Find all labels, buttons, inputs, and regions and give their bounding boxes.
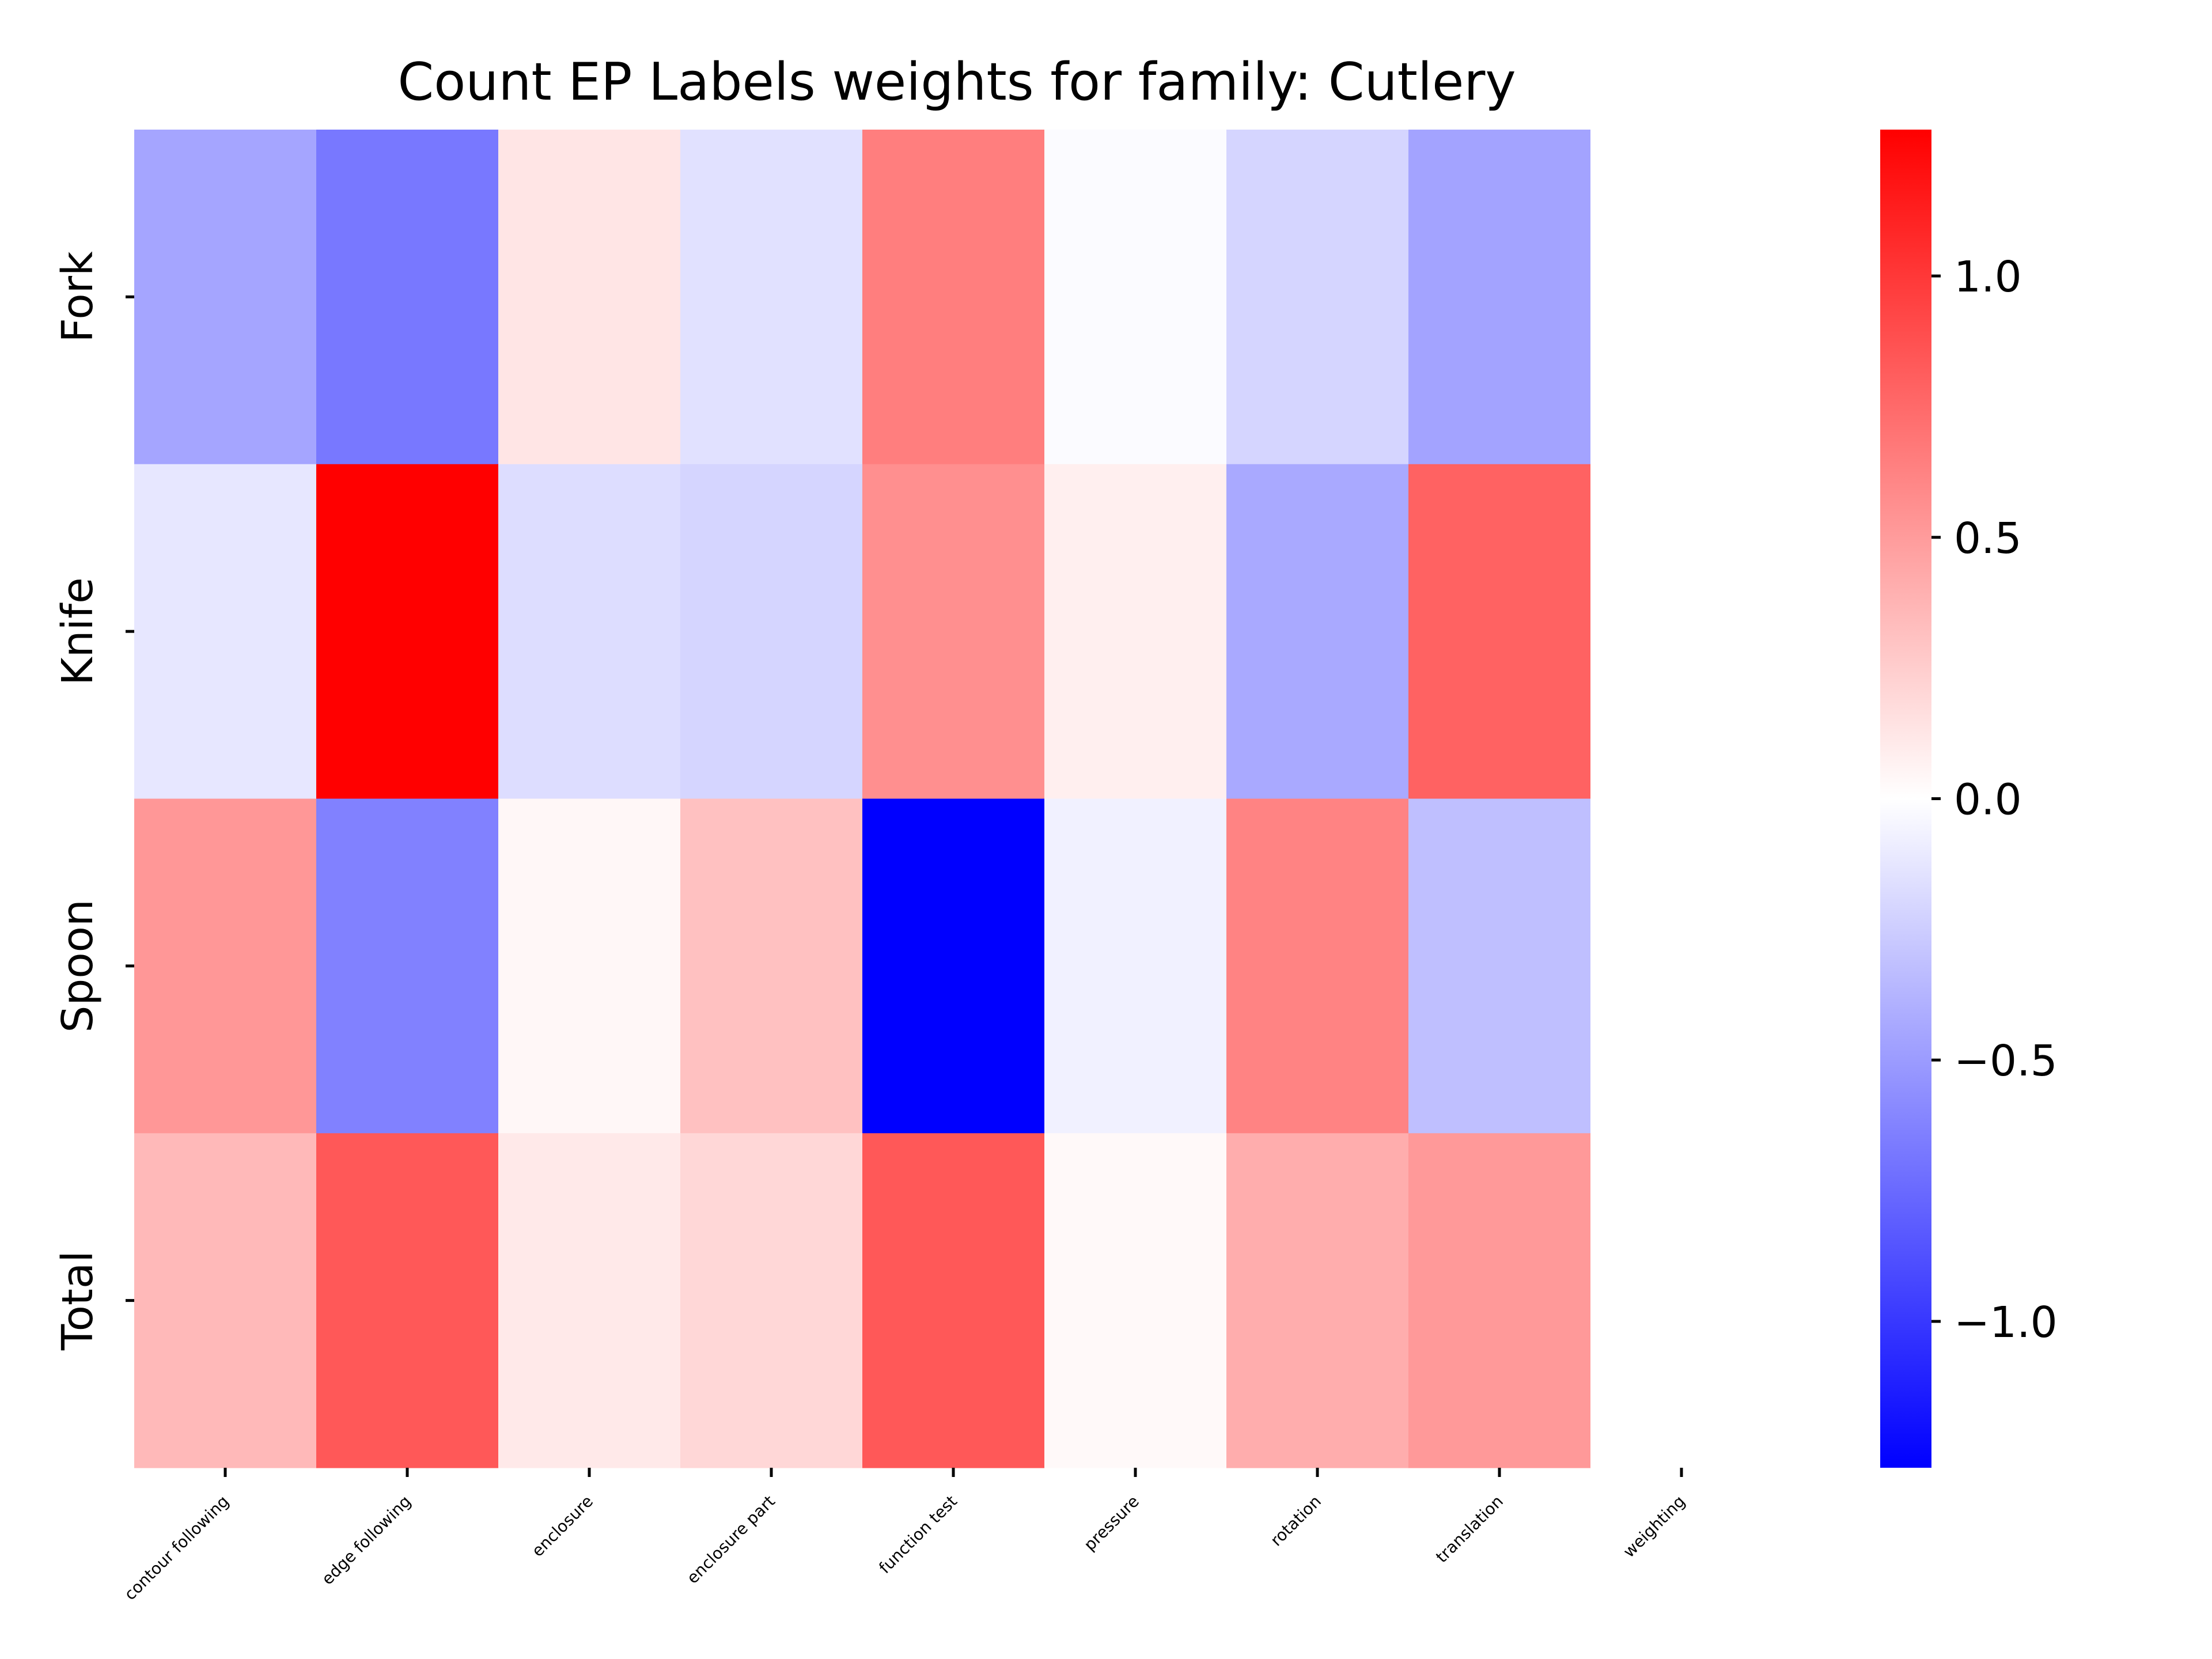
heatmap-cell: [1226, 130, 1409, 465]
y-tick-label: Spoon: [53, 899, 103, 1032]
heatmap-cell: [680, 464, 863, 800]
colorbar-ticks: 1.0 0.5 0.0 −0.5 −1.0: [1931, 252, 2058, 1347]
heatmap-cell: [1590, 798, 1773, 1134]
y-tick-label: Total: [53, 1251, 103, 1351]
heatmap-cell: [862, 1133, 1045, 1468]
heatmap-cell: [862, 798, 1045, 1134]
heatmap-cell: [1044, 464, 1227, 800]
colorbar-tick-label: −1.0: [1954, 1298, 2058, 1347]
y-tick-label: Knife: [53, 577, 103, 685]
heatmap-cell: [680, 798, 863, 1134]
heatmap-cell: [862, 130, 1045, 465]
colorbar: [1880, 130, 1931, 1468]
heatmap-cell: [1408, 1133, 1591, 1468]
heatmap-cell: [680, 130, 863, 465]
heatmap-cell: [1044, 130, 1227, 465]
heatmap-cell: [316, 130, 499, 465]
heatmap-cell: [862, 464, 1045, 800]
chart-title: Count EP Labels weights for family: Cutl…: [397, 52, 1516, 112]
heatmap-cell: [1044, 1133, 1227, 1468]
heatmap-cell: [1408, 798, 1591, 1134]
heatmap-cell: [1226, 464, 1409, 800]
heatmap-cell: [498, 1133, 681, 1468]
heatmap-cell: [1408, 130, 1591, 465]
heatmap-cell: [134, 1133, 317, 1468]
colorbar-tick-label: 1.0: [1954, 252, 2022, 302]
heatmap-cells: [134, 130, 1773, 1468]
heatmap-cell: [316, 798, 499, 1134]
heatmap-cell: [680, 1133, 863, 1468]
heatmap-cell: [134, 130, 317, 465]
colorbar-tick-label: 0.0: [1954, 775, 2022, 825]
heatmap-cell: [316, 1133, 499, 1468]
colorbar-tick-label: −0.5: [1954, 1036, 2058, 1086]
colorbar-tick-label: 0.5: [1954, 514, 2022, 563]
heatmap-cell: [316, 464, 499, 800]
heatmap-cell: [1226, 1133, 1409, 1468]
heatmap-cell: [1590, 130, 1773, 465]
heatmap-cell: [1044, 798, 1227, 1134]
y-axis-ticks: Fork Knife Spoon Total: [53, 251, 134, 1351]
heatmap-cell: [1590, 1133, 1773, 1468]
heatmap-cell: [1590, 464, 1773, 800]
heatmap-cell: [1408, 464, 1591, 800]
heatmap-cell: [1226, 798, 1409, 1134]
heatmap-cell: [498, 798, 681, 1134]
heatmap-cell: [498, 464, 681, 800]
heatmap-cell: [134, 464, 317, 800]
y-tick-label: Fork: [53, 251, 103, 343]
heatmap-cell: [134, 798, 317, 1134]
heatmap-cell: [498, 130, 681, 465]
